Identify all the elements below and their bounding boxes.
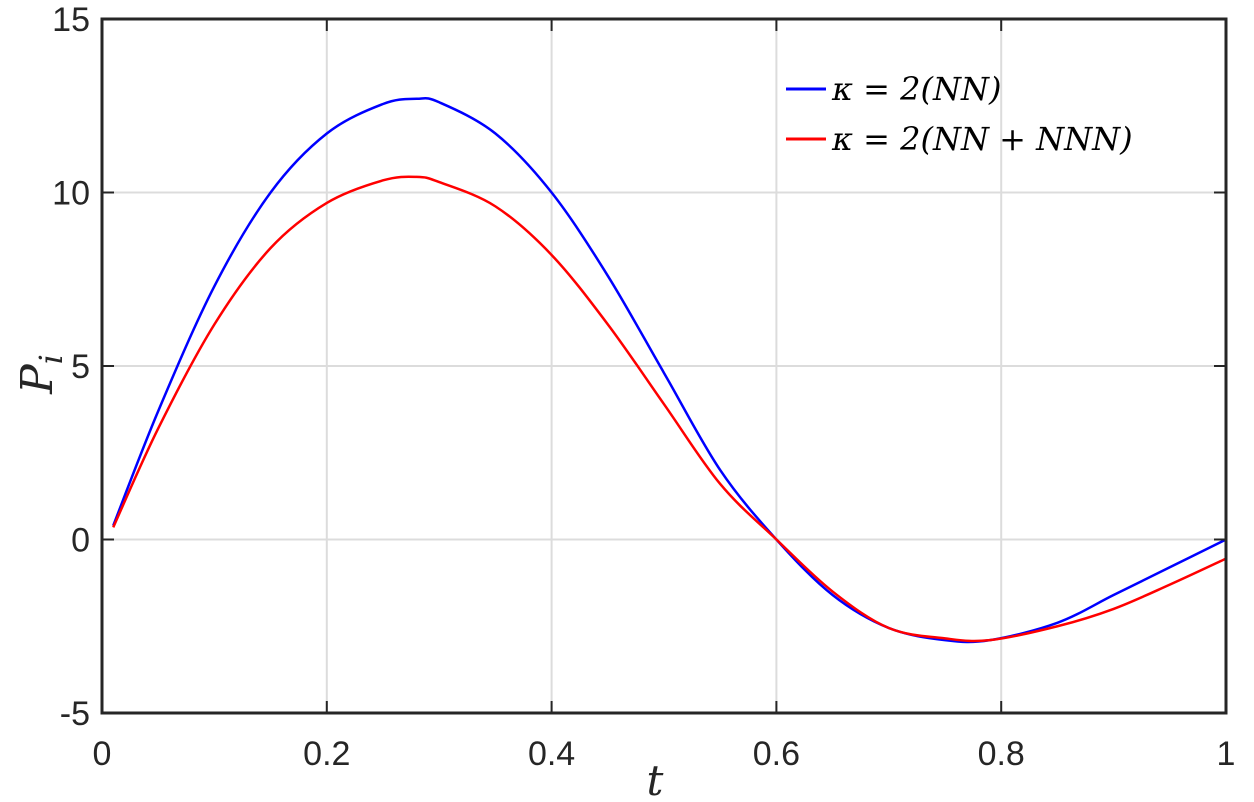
- legend-entry: κ = 2(NN): [786, 70, 1001, 108]
- axis-ticks: [101, 18, 1227, 714]
- legend: κ = 2(NN) κ = 2(NN + NNN): [786, 70, 1133, 158]
- x-tick-label: 0.6: [753, 735, 800, 773]
- y-axis-label: Pi: [12, 354, 70, 395]
- legend-label: κ = 2(NN): [831, 70, 1001, 108]
- y-axis-label-main: P: [12, 363, 63, 395]
- x-tick-label: 0: [93, 735, 112, 773]
- x-axis-label: t: [647, 756, 664, 802]
- legend-entry: κ = 2(NN + NNN): [786, 120, 1133, 158]
- y-tick-labels: -5 0 5 10 15: [52, 1, 90, 733]
- y-tick-label: 5: [71, 348, 90, 386]
- series-line-nn: [112, 97, 1227, 644]
- grid-lines: [102, 19, 1226, 713]
- y-tick-label: 15: [52, 1, 90, 39]
- y-tick-label: 0: [71, 522, 90, 560]
- x-tick-label: 0.4: [528, 735, 575, 773]
- series-lines: [112, 97, 1227, 644]
- y-axis-label-subscript: i: [32, 354, 70, 364]
- y-tick-label: 10: [52, 175, 90, 213]
- svg-text:Pi: Pi: [12, 354, 70, 395]
- x-tick-label: 0.2: [303, 735, 350, 773]
- x-tick-labels: 0 0.2 0.4 0.6 0.8 1: [93, 735, 1236, 773]
- legend-label: κ = 2(NN + NNN): [831, 120, 1133, 158]
- x-tick-label: 0.8: [978, 735, 1025, 773]
- series-line-nn-nnn: [112, 175, 1227, 643]
- y-tick-label: -5: [60, 695, 90, 733]
- x-tick-label: 1: [1217, 735, 1236, 773]
